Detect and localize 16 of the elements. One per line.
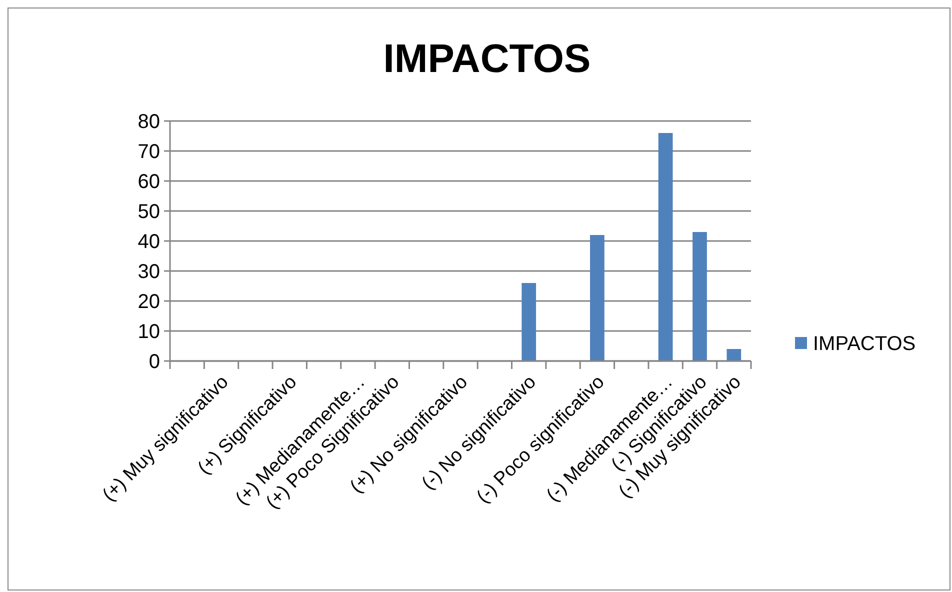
y-tick-label: 20 bbox=[138, 291, 160, 313]
y-tick-label: 60 bbox=[138, 171, 160, 193]
y-tick-label: 30 bbox=[138, 261, 160, 283]
y-tick-label: 50 bbox=[138, 201, 160, 223]
y-tick-label: 10 bbox=[138, 321, 160, 343]
y-tick-label: 70 bbox=[138, 141, 160, 163]
chart-title: IMPACTOS bbox=[383, 37, 591, 81]
y-tick-label: 80 bbox=[138, 111, 160, 133]
bar bbox=[522, 283, 536, 361]
bar bbox=[726, 349, 742, 361]
y-tick-label: 0 bbox=[148, 351, 160, 373]
legend-label: IMPACTOS bbox=[813, 333, 916, 355]
bar bbox=[658, 133, 673, 361]
y-tick-label: 40 bbox=[138, 231, 160, 253]
bar bbox=[692, 232, 707, 361]
bar bbox=[590, 235, 604, 361]
